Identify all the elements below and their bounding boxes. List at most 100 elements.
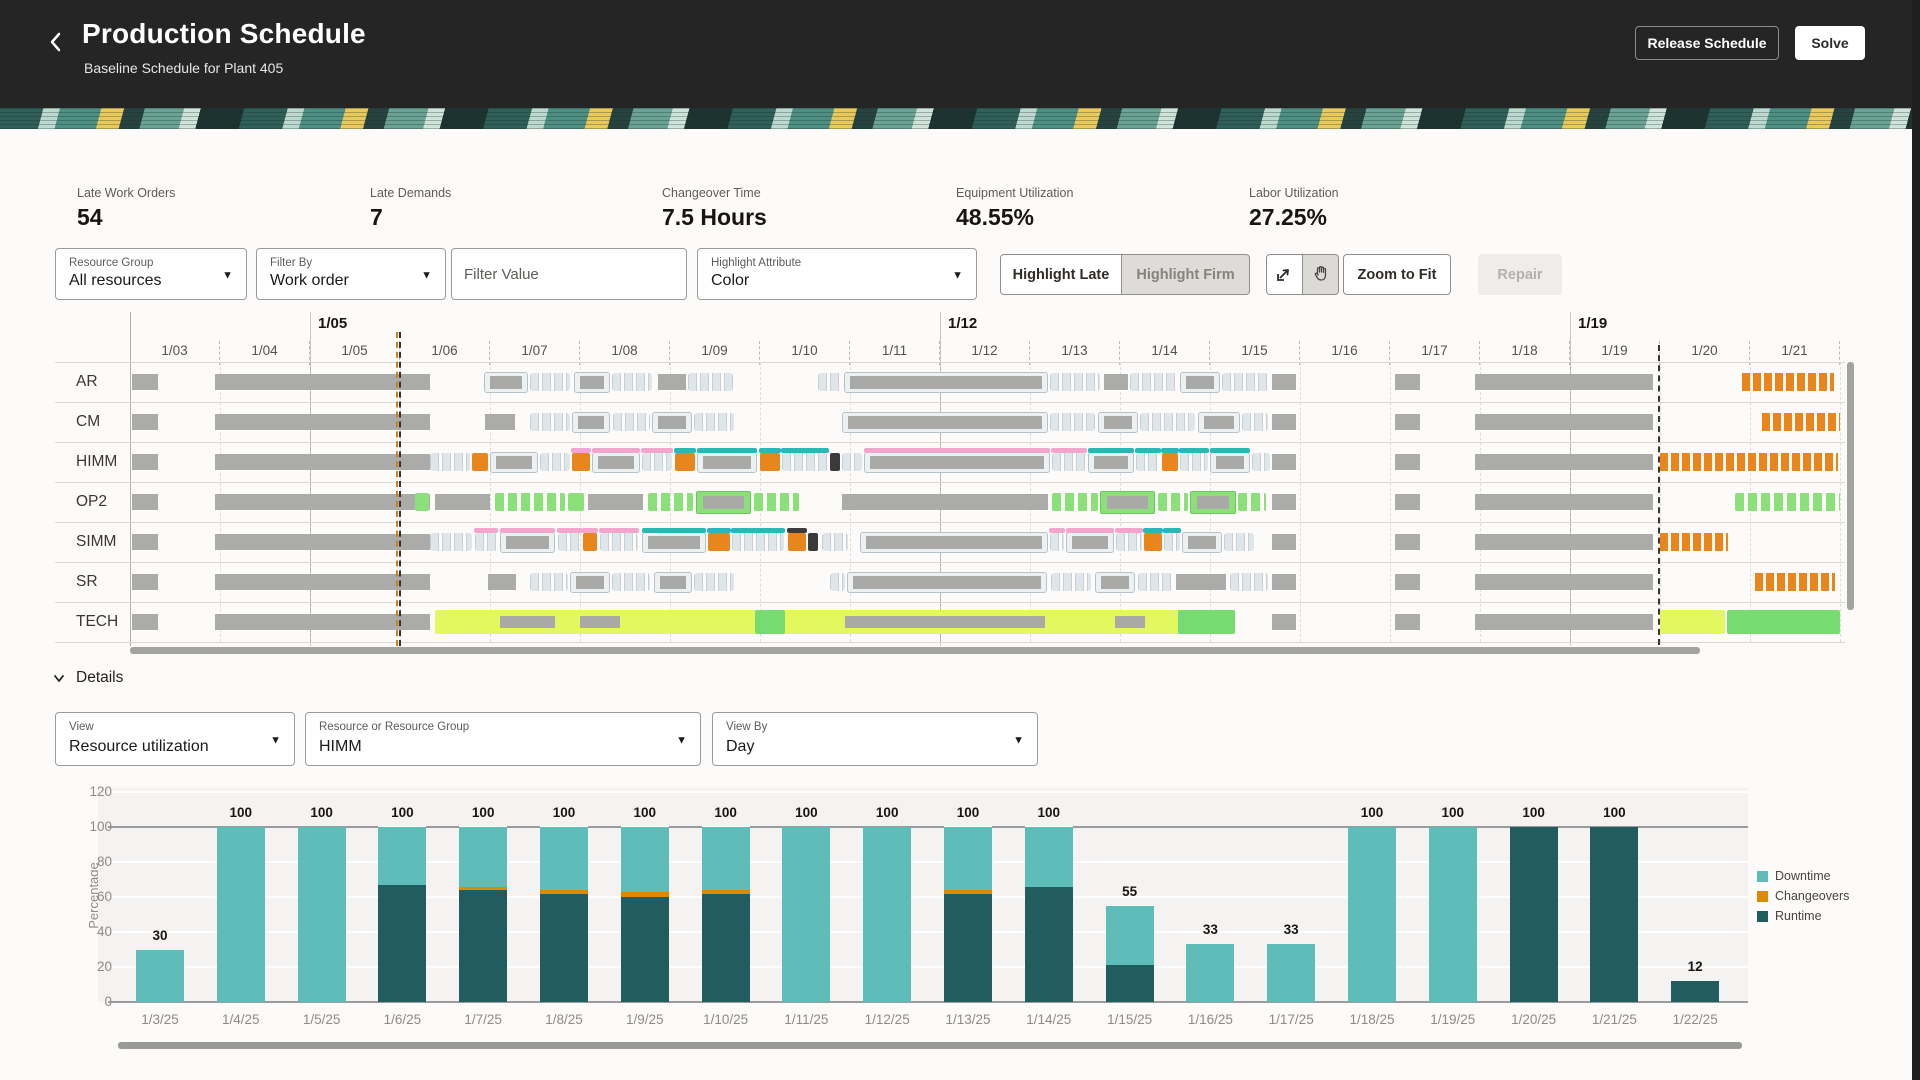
gantt-block[interactable] [1135,448,1161,471]
gantt-block[interactable] [132,374,158,390]
chart-bar-downtime[interactable] [620,827,669,892]
gantt-block[interactable] [1210,448,1250,473]
gantt-block[interactable] [1755,573,1835,591]
gantt-block[interactable] [612,373,652,391]
gantt-block[interactable] [845,616,1045,628]
gantt-block[interactable] [1180,372,1220,393]
gantt-block[interactable] [1238,493,1266,511]
gantt-block[interactable] [707,528,731,551]
gantt-block[interactable] [530,373,570,391]
gantt-block[interactable] [652,412,692,433]
chart-horizontal-scrollbar[interactable] [118,1042,1742,1049]
gantt-block[interactable] [842,412,1048,433]
gantt-block[interactable] [132,534,158,550]
gantt-block[interactable] [822,533,848,551]
gantt-block[interactable] [1762,413,1840,431]
release-schedule-button[interactable]: Release Schedule [1635,26,1779,60]
highlight-attribute-dropdown[interactable]: Highlight Attribute Color ▼ [697,248,977,300]
gantt-block[interactable] [860,532,1048,553]
gantt-block[interactable] [754,493,799,511]
gantt-block[interactable] [1272,494,1296,510]
gantt-block[interactable] [485,414,515,430]
chart-bar-changeovers[interactable] [944,890,992,894]
gantt-block[interactable] [1052,493,1098,511]
gantt-block[interactable] [1095,572,1135,593]
gantt-block[interactable] [612,573,650,591]
gantt-block[interactable] [648,493,693,511]
gantt-block[interactable] [658,374,686,390]
gantt-block[interactable] [1115,528,1143,551]
chart-bar-changeovers[interactable] [620,891,669,897]
highlight-late-button[interactable]: Highlight Late [1000,254,1122,295]
gantt-block[interactable] [1190,491,1236,514]
gantt-block[interactable] [694,413,734,431]
gantt-block[interactable] [540,453,570,471]
gantt-block[interactable] [1395,454,1420,470]
resource-or-group-dropdown[interactable]: Resource or Resource Group HIMM ▼ [305,712,701,766]
gantt-block[interactable] [430,453,470,471]
gantt-block[interactable] [818,373,842,391]
gantt-block[interactable] [588,494,643,510]
gantt-block[interactable] [842,494,1048,510]
gantt-block[interactable] [435,494,490,510]
gantt-block[interactable] [842,453,862,471]
gantt-block[interactable] [1475,374,1653,390]
chart-bar-downtime[interactable] [863,827,912,1002]
gantt-block[interactable] [1138,573,1172,591]
gantt-block[interactable] [1066,528,1114,553]
gantt-block[interactable] [1272,614,1296,630]
back-icon[interactable] [40,26,72,58]
gantt-block[interactable] [697,448,757,473]
gantt-block[interactable] [599,528,639,551]
chart-bar-downtime[interactable] [1186,944,1235,1002]
gantt-block[interactable] [530,413,570,431]
legend-item-runtime[interactable]: Runtime [1757,906,1822,926]
gantt-block[interactable] [1395,534,1420,550]
chart-bar-runtime[interactable] [1590,827,1639,1002]
gantt-block[interactable] [808,533,818,551]
chart-bar-runtime[interactable] [620,897,669,1002]
gantt-block[interactable] [1158,493,1188,511]
chart-bar-downtime[interactable] [459,827,508,887]
gantt-block[interactable] [1475,454,1653,470]
gantt-block[interactable] [613,413,650,431]
gantt-block[interactable] [568,493,584,511]
chart-bar-downtime[interactable] [297,827,346,1002]
gantt-block[interactable] [654,572,692,593]
gantt-block[interactable] [474,528,498,551]
chart-bar-runtime[interactable] [1024,886,1073,1002]
gantt-block[interactable] [215,614,430,630]
gantt-horizontal-scrollbar[interactable] [130,647,1700,654]
gantt-block[interactable] [592,448,640,473]
gantt-block[interactable] [1115,616,1145,628]
gantt-block[interactable] [557,528,583,551]
gantt-block[interactable] [1088,448,1134,473]
view-dropdown[interactable]: View Resource utilization ▼ [55,712,295,766]
chart-bar-downtime[interactable] [701,827,750,890]
gantt-block[interactable] [580,616,620,628]
marquee-zoom-button[interactable] [1266,254,1303,295]
gantt-block[interactable] [1252,453,1270,471]
details-section-toggle[interactable]: Details [52,666,123,690]
gantt-block[interactable] [1660,453,1838,471]
chart-bar-downtime[interactable] [1267,944,1316,1002]
chart-bar-changeovers[interactable] [540,890,588,894]
gantt-block[interactable] [674,448,696,471]
gantt-block[interactable] [490,452,538,473]
gantt-block[interactable] [1051,448,1087,471]
gantt-block[interactable] [132,574,158,590]
chart-bar-downtime[interactable] [1024,827,1073,887]
legend-item-changeovers[interactable]: Changeovers [1757,886,1849,906]
gantt-block[interactable] [1198,412,1240,433]
gantt-block[interactable] [215,374,430,390]
chart-bar-runtime[interactable] [459,890,508,1002]
gantt-block[interactable] [755,610,785,634]
chart-bar-changeovers[interactable] [701,890,750,894]
chart-bar-runtime[interactable] [1671,981,1720,1002]
gantt-block[interactable] [571,448,591,471]
chart-bar-downtime[interactable] [782,827,831,1002]
gantt-block[interactable] [1395,374,1420,390]
gantt-block[interactable] [582,528,598,551]
gantt-block[interactable] [759,448,781,471]
gantt-block[interactable] [847,572,1047,593]
